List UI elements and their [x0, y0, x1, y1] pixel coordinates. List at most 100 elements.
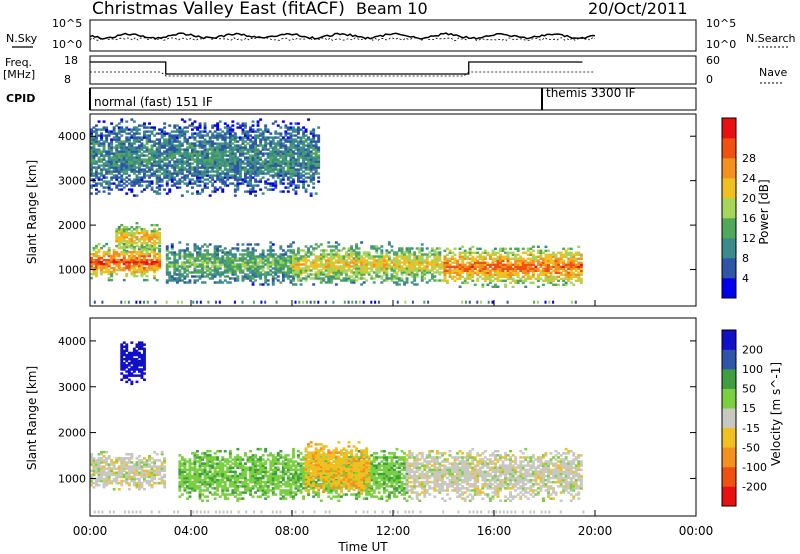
echo-cell — [97, 266, 101, 270]
echo-cell — [413, 265, 417, 268]
echo-cell — [115, 262, 119, 266]
echo-cell — [524, 285, 528, 288]
echo-cell — [302, 140, 305, 143]
echo-cell — [564, 255, 568, 258]
echo-cell — [221, 182, 225, 185]
echo-cell — [218, 263, 222, 266]
echo-cell — [329, 245, 333, 248]
echo-cell — [524, 261, 528, 264]
echo-cell — [542, 261, 545, 264]
echo-cell — [135, 194, 139, 197]
echo-cell — [307, 251, 310, 254]
echo-cell — [221, 158, 225, 161]
echo-cell — [244, 170, 247, 173]
echo-cell — [150, 154, 154, 157]
echo-cell — [292, 166, 295, 169]
echo-cell — [281, 255, 285, 258]
echo-cell — [127, 256, 131, 260]
echo-cell — [314, 267, 318, 270]
echo-cell — [251, 267, 255, 270]
echo-cell — [92, 469, 96, 472]
echo-cell — [208, 156, 212, 159]
nsearch-label: N.Search — [746, 32, 796, 45]
echo-cell — [292, 128, 295, 131]
echo-cell — [155, 238, 159, 241]
echo-cell — [223, 142, 227, 145]
echo-cell — [292, 160, 295, 163]
echo-cell — [233, 255, 237, 258]
echo-cell — [516, 261, 520, 264]
echo-cell — [246, 150, 250, 153]
echo-cell — [393, 277, 396, 280]
echo-cell — [206, 174, 209, 177]
echo-cell — [233, 194, 237, 197]
echo-cell — [526, 275, 530, 278]
echo-cell — [317, 275, 321, 278]
echo-cell — [314, 265, 318, 268]
echo-cell — [539, 273, 543, 276]
echo-cell — [259, 166, 263, 169]
echo-cell — [173, 251, 177, 254]
echo-cell — [302, 277, 305, 280]
echo-cell — [254, 249, 257, 252]
echo-cell — [135, 260, 139, 264]
echo-cell — [135, 256, 139, 260]
echo-cell — [150, 150, 154, 153]
echo-cell — [138, 124, 141, 127]
echo-cell — [186, 275, 189, 278]
echo-cell — [173, 150, 177, 153]
echo-cell — [153, 158, 156, 161]
echo-cell — [309, 273, 313, 276]
echo-cell — [567, 251, 571, 254]
echo-cell — [509, 277, 513, 280]
echo-cell — [153, 162, 156, 165]
echo-cell — [423, 265, 427, 268]
echo-cell — [526, 249, 530, 252]
echo-cell — [347, 247, 351, 250]
echo-cell — [223, 144, 227, 147]
echo-cell — [569, 277, 573, 280]
echo-cell — [579, 263, 583, 266]
echo-cell — [289, 275, 293, 278]
echo-cell — [463, 253, 467, 256]
echo-cell — [132, 132, 136, 135]
echo-cell — [241, 255, 245, 258]
echo-cell — [122, 236, 126, 239]
echo-cell — [266, 160, 270, 163]
echo-cell — [468, 253, 472, 256]
echo-cell — [97, 120, 101, 123]
echo-cell — [138, 250, 141, 254]
echo-cell — [130, 254, 134, 258]
echo-cell — [216, 138, 220, 141]
echo-cell — [261, 255, 265, 258]
echo-cell — [382, 267, 386, 270]
echo-cell — [289, 150, 293, 153]
echo-cell — [206, 148, 209, 151]
echo-cell — [286, 168, 290, 171]
echo-cell — [579, 277, 583, 280]
echo-cell — [193, 182, 197, 185]
echo-cell — [264, 136, 268, 139]
echo-cell — [198, 170, 202, 173]
echo-cell — [246, 132, 250, 135]
echo-cell — [312, 156, 316, 159]
echo-cell — [155, 162, 159, 165]
echo-cell — [188, 172, 192, 175]
echo-cell — [249, 150, 252, 153]
echo-cell — [226, 164, 230, 167]
echo-cell — [208, 273, 212, 276]
echo-cell — [115, 471, 119, 474]
echo-cell — [304, 164, 308, 167]
echo-cell — [259, 140, 263, 143]
echo-cell — [145, 278, 149, 282]
echo-cell — [92, 272, 96, 276]
echo-cell — [130, 252, 134, 256]
echo-cell — [216, 160, 220, 163]
echo-cell — [274, 263, 278, 266]
echo-cell — [125, 457, 129, 460]
echo-cell — [233, 144, 237, 147]
echo-cell — [448, 271, 452, 274]
echo-cell — [206, 158, 209, 161]
echo-cell — [382, 263, 386, 266]
echo-cell — [95, 274, 98, 278]
